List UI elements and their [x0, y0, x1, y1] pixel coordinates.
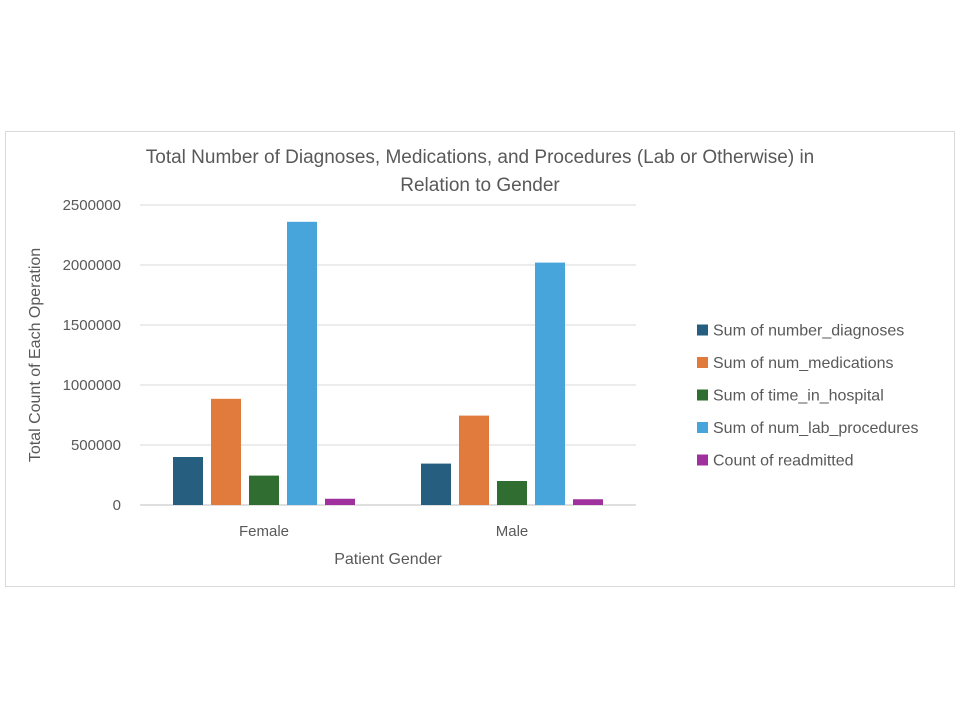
bar-female-series-5: [325, 498, 355, 505]
y-tick-label: 0: [113, 497, 121, 514]
bar-female-series-4: [287, 221, 317, 506]
legend-swatch-5: [697, 454, 708, 466]
bar-male-series-1: [421, 463, 451, 505]
y-tick-label: 1500000: [63, 317, 121, 334]
bars: [173, 221, 603, 506]
legend: Sum of number_diagnoses Sum of num_medica…: [697, 323, 918, 470]
y-tick-label: 2000000: [63, 257, 121, 274]
bar-male-series-5: [573, 499, 603, 505]
bar-female-series-2: [211, 398, 241, 505]
legend-label-4: Sum of num_lab_procedures: [713, 420, 918, 437]
bar-female-series-3: [249, 475, 279, 505]
chart-title-line-2: Relation to Gender: [400, 175, 560, 196]
legend-label-5: Count of readmitted: [713, 453, 854, 470]
bar-male-series-3: [497, 481, 527, 505]
chart-title: Total Number of Diagnoses, Medications, …: [146, 147, 815, 196]
x-tick-label-male: Male: [496, 523, 529, 540]
x-tick-label-female: Female: [239, 523, 289, 540]
bar-female-series-1: [173, 457, 203, 505]
x-axis-ticks: Female Male: [239, 523, 528, 540]
legend-label-2: Sum of num_medications: [713, 355, 894, 372]
legend-swatch-1: [697, 324, 708, 336]
bar-male-series-2: [459, 415, 489, 505]
legend-swatch-2: [697, 357, 708, 368]
chart-area: [5, 131, 955, 587]
bar-male-series-4: [535, 262, 565, 505]
legend-label-3: Sum of time_in_hospital: [713, 388, 884, 405]
y-axis-title: Total Count of Each Operation: [27, 248, 44, 462]
y-axis-ticks: 0 500000 1000000 1500000 2000000 2500000: [63, 197, 121, 514]
legend-swatch-3: [697, 389, 708, 401]
legend-swatch-4: [697, 422, 708, 433]
x-axis-title: Patient Gender: [334, 551, 442, 568]
y-tick-label: 2500000: [63, 197, 121, 214]
y-tick-label: 500000: [71, 437, 121, 454]
y-tick-label: 1000000: [63, 377, 121, 394]
chart-title-line-1: Total Number of Diagnoses, Medications, …: [146, 147, 815, 168]
legend-label-1: Sum of number_diagnoses: [713, 323, 904, 340]
